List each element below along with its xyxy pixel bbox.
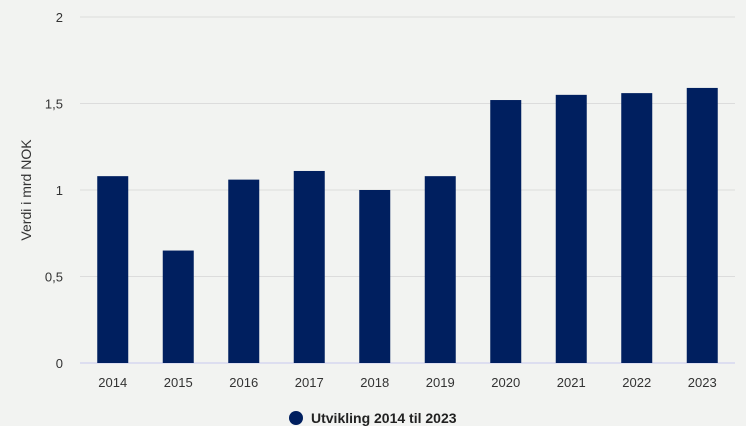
y-tick-label: 0,5 (45, 270, 63, 285)
x-tick-label: 2014 (98, 375, 127, 390)
legend-label: Utvikling 2014 til 2023 (311, 410, 457, 426)
x-tick-label: 2019 (426, 375, 455, 390)
bar-2019[interactable] (424, 176, 456, 363)
x-tick-label: 2022 (622, 375, 651, 390)
y-axis-title: Verdi i mrd NOK (18, 139, 34, 241)
legend-swatch (289, 411, 303, 425)
x-tick-label: 2016 (229, 375, 258, 390)
x-tick-label: 2020 (491, 375, 520, 390)
y-tick-label: 1 (56, 183, 63, 198)
x-tick-label: 2023 (688, 375, 717, 390)
x-tick-label: 2018 (360, 375, 389, 390)
x-tick-labels: 2014 2015 2016 2017 2018 2019 2020 2021 2022 2023 (98, 375, 716, 390)
bar-2021[interactable] (555, 94, 587, 363)
x-tick-label: 2015 (164, 375, 193, 390)
x-tick-label: 2021 (557, 375, 586, 390)
bar-2014[interactable] (97, 176, 129, 363)
bar-2022[interactable] (621, 93, 653, 364)
bar-2015[interactable] (162, 250, 194, 363)
x-tick-label: 2017 (295, 375, 324, 390)
bar-2018[interactable] (359, 190, 391, 363)
y-tick-label: 0 (56, 356, 63, 371)
bar-2017[interactable] (293, 170, 325, 363)
y-tick-labels: 0 0,5 1 1,5 2 (45, 10, 63, 371)
legend[interactable]: Utvikling 2014 til 2023 (289, 410, 457, 426)
bar-2023[interactable] (686, 87, 718, 364)
bar-2020[interactable] (490, 100, 522, 363)
bars (97, 87, 718, 364)
bar-2016[interactable] (228, 179, 260, 363)
y-tick-label: 1,5 (45, 97, 63, 112)
y-tick-label: 2 (56, 10, 63, 25)
